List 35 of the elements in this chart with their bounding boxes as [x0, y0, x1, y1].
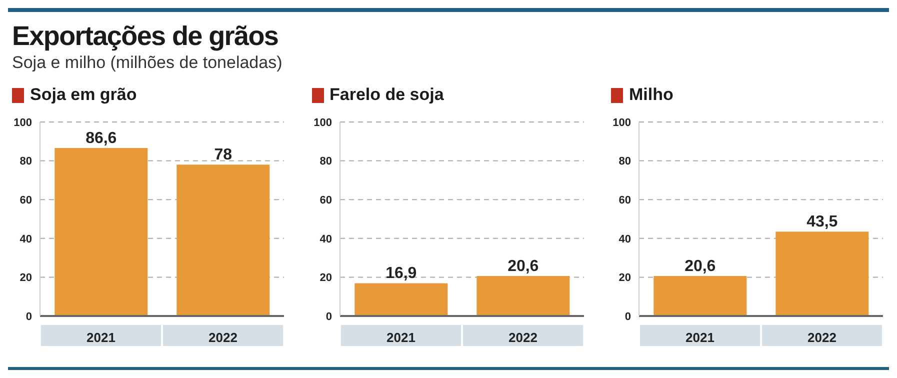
y-tick-label: 20 — [319, 272, 332, 284]
data-label: 16,9 — [385, 265, 416, 282]
x-tick-label: 2022 — [508, 330, 537, 345]
y-tick-label: 80 — [20, 156, 32, 168]
x-tick-label: 2021 — [386, 330, 415, 345]
y-tick-label: 60 — [618, 194, 631, 207]
data-label: 20,6 — [507, 258, 538, 276]
chart-title: Soja em grão — [30, 85, 137, 105]
y-tick-label: 40 — [319, 233, 332, 246]
text: Soja e milho (milhões de toneladas) — [12, 52, 284, 74]
y-tick-label: 60 — [20, 194, 32, 207]
y-tick-label: 0 — [624, 310, 631, 323]
y-tick-label: 100 — [612, 116, 631, 129]
chart-title: Farelo de soja — [330, 85, 444, 105]
y-tick-label: 40 — [618, 233, 631, 246]
y-tick-label: 20 — [618, 272, 631, 284]
y-tick-label: 60 — [319, 194, 332, 207]
y-tick-label: 80 — [618, 156, 631, 168]
y-tick-label: 20 — [20, 272, 32, 284]
x-tick-label: 2022 — [208, 330, 238, 345]
x-tick-label: 2022 — [808, 330, 836, 345]
y-tick-label: 0 — [325, 310, 332, 323]
y-tick-label: 0 — [26, 310, 32, 323]
text: Exportações de grãos — [12, 20, 280, 52]
data-label: 86,6 — [86, 130, 117, 147]
data-label: 20,6 — [684, 258, 716, 276]
x-tick-label: 2021 — [686, 330, 714, 345]
y-tick-label: 100 — [14, 116, 32, 129]
y-tick-label: 80 — [319, 156, 332, 168]
data-label: 78 — [214, 146, 232, 164]
chart-title: Milho — [629, 85, 674, 105]
y-tick-label: 100 — [313, 116, 332, 129]
data-label: 43,5 — [806, 214, 838, 231]
x-tick-label: 2021 — [86, 330, 116, 345]
y-tick-label: 40 — [20, 233, 32, 246]
